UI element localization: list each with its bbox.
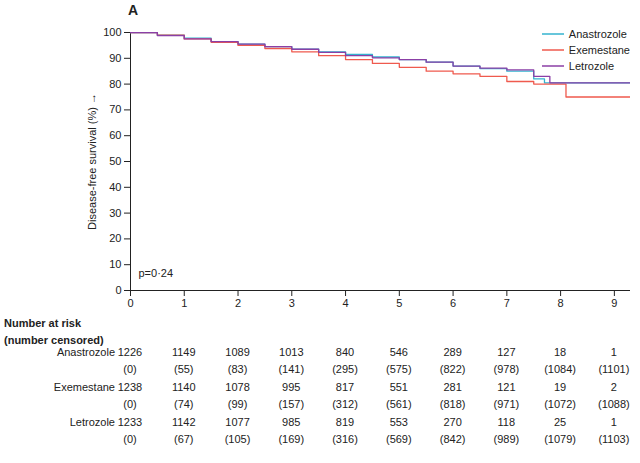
svg-text:Disease-free survival (%) →: Disease-free survival (%) →	[86, 93, 98, 230]
svg-text:(1072): (1072)	[544, 398, 576, 410]
svg-text:70: 70	[109, 103, 121, 115]
svg-text:(67): (67)	[174, 433, 194, 445]
svg-text:20: 20	[109, 232, 121, 244]
svg-text:(312): (312)	[332, 398, 358, 410]
svg-text:(74): (74)	[174, 398, 194, 410]
svg-text:(978): (978)	[494, 363, 520, 375]
svg-text:289: 289	[443, 346, 461, 358]
svg-text:9: 9	[611, 297, 617, 309]
svg-text:2: 2	[611, 381, 617, 393]
svg-text:(99): (99)	[228, 398, 248, 410]
svg-text:1238: 1238	[118, 381, 142, 393]
svg-text:(1088): (1088)	[598, 398, 630, 410]
svg-text:0: 0	[115, 284, 121, 296]
svg-text:Exemestane: Exemestane	[54, 381, 115, 393]
svg-text:(83): (83)	[228, 363, 248, 375]
svg-text:1: 1	[181, 297, 187, 309]
svg-text:1149: 1149	[172, 346, 196, 358]
svg-text:(575): (575)	[386, 363, 412, 375]
svg-text:6: 6	[450, 297, 456, 309]
svg-text:4: 4	[342, 297, 348, 309]
svg-text:(0): (0)	[123, 363, 136, 375]
svg-text:50: 50	[109, 155, 121, 167]
svg-text:1013: 1013	[279, 346, 303, 358]
svg-text:(157): (157)	[278, 398, 304, 410]
svg-text:25: 25	[554, 416, 566, 428]
svg-text:80: 80	[109, 78, 121, 90]
svg-text:1: 1	[611, 346, 617, 358]
svg-text:p=0·24: p=0·24	[139, 267, 174, 279]
svg-text:(169): (169)	[278, 433, 304, 445]
svg-text:995: 995	[282, 381, 300, 393]
svg-text:270: 270	[443, 416, 461, 428]
svg-text:Anastrozole: Anastrozole	[57, 346, 115, 358]
svg-text:1233: 1233	[118, 416, 142, 428]
svg-text:8: 8	[558, 297, 564, 309]
svg-text:(842): (842)	[440, 433, 466, 445]
svg-text:985: 985	[282, 416, 300, 428]
svg-text:551: 551	[390, 381, 408, 393]
svg-text:2: 2	[235, 297, 241, 309]
svg-text:(295): (295)	[332, 363, 358, 375]
svg-text:546: 546	[390, 346, 408, 358]
svg-text:(0): (0)	[123, 433, 136, 445]
svg-text:840: 840	[336, 346, 354, 358]
svg-text:30: 30	[109, 207, 121, 219]
svg-text:121: 121	[497, 381, 515, 393]
svg-text:90: 90	[109, 52, 121, 64]
svg-text:19: 19	[554, 381, 566, 393]
svg-text:(316): (316)	[332, 433, 358, 445]
svg-text:1140: 1140	[172, 381, 196, 393]
svg-text:3: 3	[289, 297, 295, 309]
html-text:A: A	[128, 2, 139, 18]
svg-text:1: 1	[611, 416, 617, 428]
svg-text:553: 553	[390, 416, 408, 428]
svg-text:(55): (55)	[174, 363, 194, 375]
svg-text:1142: 1142	[172, 416, 196, 428]
svg-text:(989): (989)	[494, 433, 520, 445]
svg-text:(971): (971)	[494, 398, 520, 410]
svg-text:10: 10	[109, 258, 121, 270]
svg-text:(1079): (1079)	[544, 433, 576, 445]
html-text:Letrozole: Letrozole	[568, 60, 615, 72]
svg-text:Number at risk: Number at risk	[4, 317, 82, 329]
svg-text:(0): (0)	[123, 398, 136, 410]
svg-text:819: 819	[336, 416, 354, 428]
svg-text:0: 0	[127, 297, 133, 309]
svg-text:(1101): (1101)	[598, 363, 629, 375]
svg-text:7: 7	[504, 297, 510, 309]
svg-text:1077: 1077	[225, 416, 249, 428]
svg-text:817: 817	[336, 381, 354, 393]
svg-text:100: 100	[103, 26, 121, 38]
svg-text:18: 18	[554, 346, 566, 358]
svg-text:(822): (822)	[440, 363, 466, 375]
svg-text:(1103): (1103)	[598, 433, 629, 445]
svg-text:(561): (561)	[386, 398, 412, 410]
svg-text:(818): (818)	[440, 398, 466, 410]
html-text:Exemestane: Exemestane	[568, 44, 630, 56]
svg-text:5: 5	[396, 297, 402, 309]
svg-text:60: 60	[109, 129, 121, 141]
svg-text:1089: 1089	[225, 346, 249, 358]
svg-text:(569): (569)	[386, 433, 412, 445]
svg-text:118: 118	[498, 416, 516, 428]
html-text:Anastrozole: Anastrozole	[568, 28, 627, 40]
svg-text:281: 281	[443, 381, 461, 393]
svg-text:(141): (141)	[278, 363, 304, 375]
svg-text:(105): (105)	[225, 433, 251, 445]
svg-text:(number censored): (number censored)	[4, 334, 104, 346]
svg-text:Letrozole: Letrozole	[70, 416, 115, 428]
svg-text:1078: 1078	[225, 381, 249, 393]
svg-text:1226: 1226	[118, 346, 142, 358]
svg-text:127: 127	[497, 346, 515, 358]
svg-text:(1084): (1084)	[544, 363, 576, 375]
svg-text:40: 40	[109, 181, 121, 193]
